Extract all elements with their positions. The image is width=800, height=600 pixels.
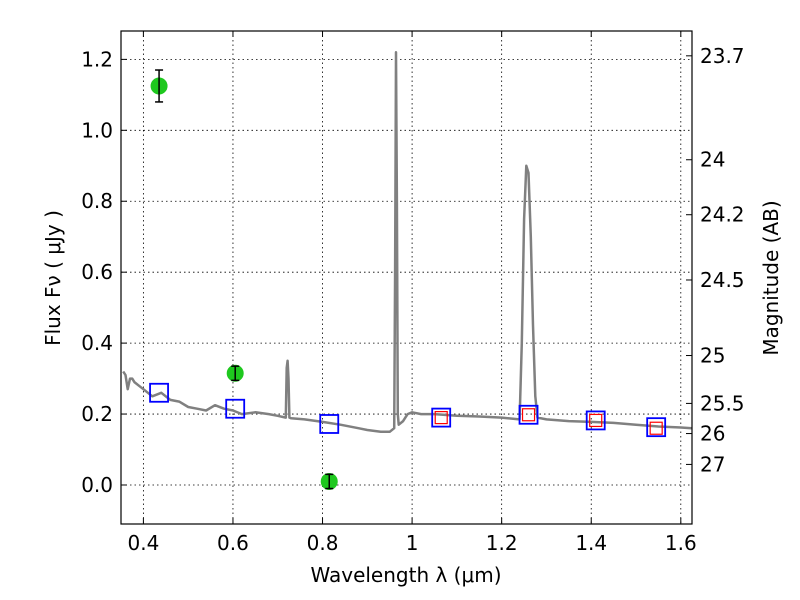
x-tick-label: 1.6 — [665, 531, 697, 555]
y-tick-label: 0.0 — [81, 473, 113, 497]
x-tick-label: 0.6 — [217, 531, 249, 555]
model-point — [434, 410, 448, 425]
plot-frame — [120, 30, 693, 525]
y2-tick-label: 24.5 — [700, 268, 745, 292]
spectrum-line — [122, 51, 692, 434]
labels: 0.4 0.6 0.8 1 1.2 1.4 1.6 0.0 0.2 0.4 0.6 0.8 1.0 1.2… — [81, 44, 744, 555]
y2-tick-label: 24.2 — [700, 203, 745, 227]
x-axis-label: Wavelength λ (μm) — [310, 563, 501, 587]
y2-tick-label: 27 — [700, 452, 725, 476]
model-point — [319, 414, 340, 434]
model-point — [589, 413, 603, 428]
y2-tick-label: 24 — [700, 148, 725, 172]
plot-area — [122, 51, 692, 490]
x-tick-label: 1.2 — [486, 531, 518, 555]
model-point — [149, 382, 169, 403]
model-point — [521, 408, 536, 422]
y-tick-label: 1.2 — [81, 47, 113, 71]
model-point — [518, 404, 539, 425]
y2-tick-label: 25 — [700, 344, 725, 368]
model-point — [649, 421, 663, 435]
y-tick-label: 0.2 — [81, 402, 113, 426]
x-tick-label: 1.4 — [575, 531, 607, 555]
plot-series — [122, 51, 692, 490]
y2-axis-label: Magnitude (AB) — [759, 200, 783, 355]
y2-tick-label: 25.5 — [700, 391, 745, 415]
y-tick-label: 1.0 — [81, 118, 113, 142]
y2-tick-label: 23.7 — [700, 44, 745, 68]
model-point — [585, 410, 606, 431]
y2-tick-label: 26 — [700, 422, 725, 446]
model-point — [646, 417, 667, 438]
y-axis-label: Flux Fν ( μJy ) — [41, 210, 65, 346]
y-tick-label: 0.4 — [81, 331, 113, 355]
x-tick-label: 1 — [406, 531, 419, 555]
x-tick-label: 0.8 — [307, 531, 339, 555]
model-point — [225, 398, 246, 419]
x-tick-label: 0.4 — [127, 531, 159, 555]
y-tick-label: 0.8 — [81, 189, 113, 213]
grid — [121, 31, 692, 524]
model-point — [431, 407, 452, 428]
ticks — [121, 31, 692, 524]
y-tick-label: 0.6 — [81, 260, 113, 284]
